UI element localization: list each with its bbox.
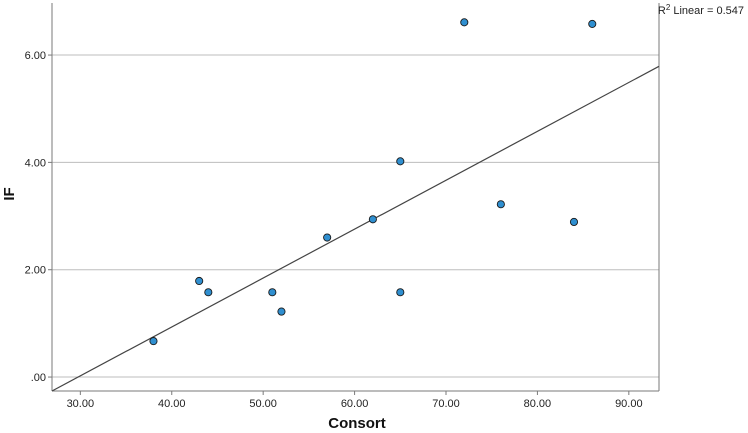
data-point <box>277 307 286 316</box>
data-point <box>396 288 405 297</box>
x-tick-label: 80.00 <box>524 398 552 410</box>
data-point <box>204 288 213 297</box>
x-tick-label: 30.00 <box>67 398 95 410</box>
x-tick-label: 70.00 <box>432 398 460 410</box>
y-tick-label: 2.00 <box>25 265 46 277</box>
gridlines <box>52 54 659 378</box>
data-point <box>149 337 158 346</box>
x-tick-label: 60.00 <box>341 398 369 410</box>
data-points <box>149 18 597 346</box>
r2-annotation: R2 Linear = 0.547 <box>658 3 744 17</box>
data-point <box>496 200 505 209</box>
x-tick-label: 50.00 <box>249 398 277 410</box>
data-point <box>460 18 469 27</box>
fit-line-group <box>51 65 660 392</box>
r2-prefix: R <box>658 5 666 17</box>
tick-labels: 30.00 40.00 50.00 60.00 70.00 80.00 90.00 .00 2.… <box>25 50 643 410</box>
y-tick-label: 4.00 <box>25 157 46 169</box>
x-axis-title: Consort <box>328 415 386 432</box>
data-point <box>268 288 277 297</box>
r2-superscript: 2 <box>666 3 671 12</box>
y-tick-label: 6.00 <box>25 50 46 62</box>
data-point <box>396 157 405 166</box>
x-tick-label: 90.00 <box>615 398 643 410</box>
x-tick-label: 40.00 <box>158 398 186 410</box>
axes <box>48 3 660 395</box>
data-point <box>323 233 332 242</box>
data-point <box>368 215 377 224</box>
r2-text: Linear = 0.547 <box>670 5 744 17</box>
y-axis-title: IF <box>1 187 18 200</box>
fit-line <box>51 65 660 392</box>
data-point <box>195 276 204 286</box>
data-point <box>569 217 579 227</box>
data-point <box>588 19 597 28</box>
y-tick-label: .00 <box>31 372 46 384</box>
